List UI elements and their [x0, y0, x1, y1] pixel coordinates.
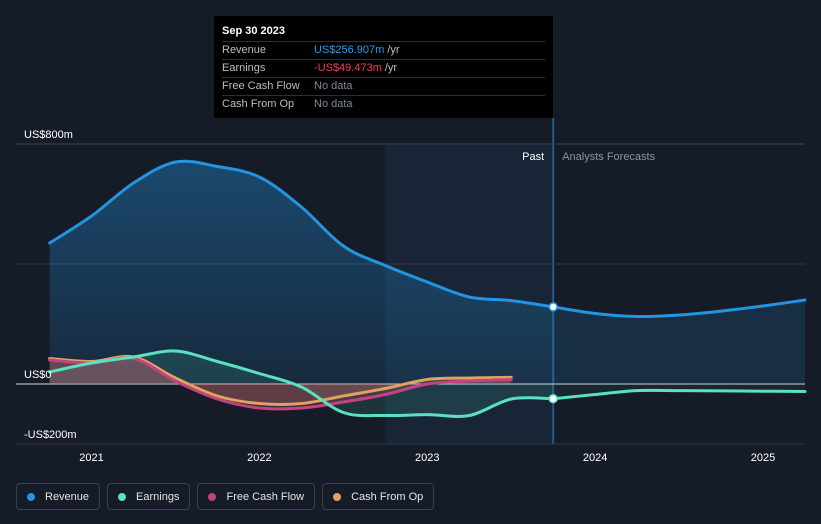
tooltip-unit: /yr	[387, 44, 400, 56]
legend-label: Free Cash Flow	[226, 490, 305, 503]
y-tick-label: US$800m	[24, 129, 73, 141]
tooltip-value: No data	[314, 80, 353, 92]
revenue-forecast-area	[553, 300, 805, 384]
past-label: Past	[522, 151, 544, 163]
legend-label: Cash From Op	[351, 490, 424, 503]
tooltip-value: -US$49.473m	[314, 62, 382, 74]
tooltip-unit: /yr	[384, 62, 398, 74]
earnings-area	[49, 350, 554, 417]
legend-item-cash-from-op[interactable]: Cash From Op	[322, 483, 435, 510]
cash-from-op-area	[49, 356, 512, 405]
tooltip-row-cash-from-op: Cash From Op No data	[222, 95, 545, 113]
legend-label: Earnings	[136, 490, 180, 503]
tooltip-date: Sep 30 2023	[222, 25, 285, 37]
earnings-forecast-line	[551, 388, 807, 401]
forecast-label: Analysts Forecasts	[562, 151, 655, 163]
data-tooltip: Sep 30 2023 Revenue US$256.907m /yr Earn…	[214, 16, 553, 118]
tooltip-label: Earnings	[222, 62, 266, 74]
revenue-forecast-line	[551, 298, 807, 319]
legend-item-earnings[interactable]: Earnings	[107, 483, 191, 510]
legend-dot-icon	[208, 492, 217, 501]
y-tick-label: US$0	[24, 369, 52, 381]
revenue-current-point	[548, 302, 558, 312]
tooltip-row-free-cash-flow: Free Cash Flow No data	[222, 77, 545, 95]
legend-label: Revenue	[45, 490, 90, 503]
x-tick-label: 2021	[79, 452, 103, 464]
legend-dot-icon	[118, 492, 127, 501]
x-tick-label: 2024	[583, 452, 607, 464]
legend-dot-icon	[27, 492, 35, 501]
tooltip-row-earnings: Earnings -US$49.473m /yr	[222, 59, 545, 77]
legend-dot-icon	[333, 492, 342, 501]
revenue-area	[49, 161, 554, 384]
x-tick-label: 2025	[751, 452, 775, 464]
tooltip-label: Free Cash Flow	[222, 80, 300, 92]
y-tick-label: -US$200m	[24, 429, 77, 441]
x-tick-label: 2022	[247, 452, 271, 464]
earnings-current-point	[548, 393, 558, 404]
tooltip-label: Cash From Op	[222, 98, 295, 110]
revenue-line	[48, 159, 555, 309]
legend-item-free-cash-flow[interactable]: Free Cash Flow	[197, 483, 316, 510]
legend-item-revenue[interactable]: Revenue	[16, 483, 101, 510]
earnings-line	[48, 349, 555, 418]
tooltip-row-revenue: Revenue US$256.907m /yr	[222, 41, 545, 59]
tooltip-label: Revenue	[222, 44, 267, 56]
chart-legend: Revenue Earnings Free Cash Flow Cash Fro…	[16, 483, 435, 510]
past-forecast-divider	[552, 118, 555, 444]
x-tick-label: 2023	[415, 452, 439, 464]
tooltip-value: No data	[314, 98, 353, 110]
earnings-forecast-area	[553, 384, 805, 399]
tooltip-value: US$256.907m	[314, 44, 385, 56]
